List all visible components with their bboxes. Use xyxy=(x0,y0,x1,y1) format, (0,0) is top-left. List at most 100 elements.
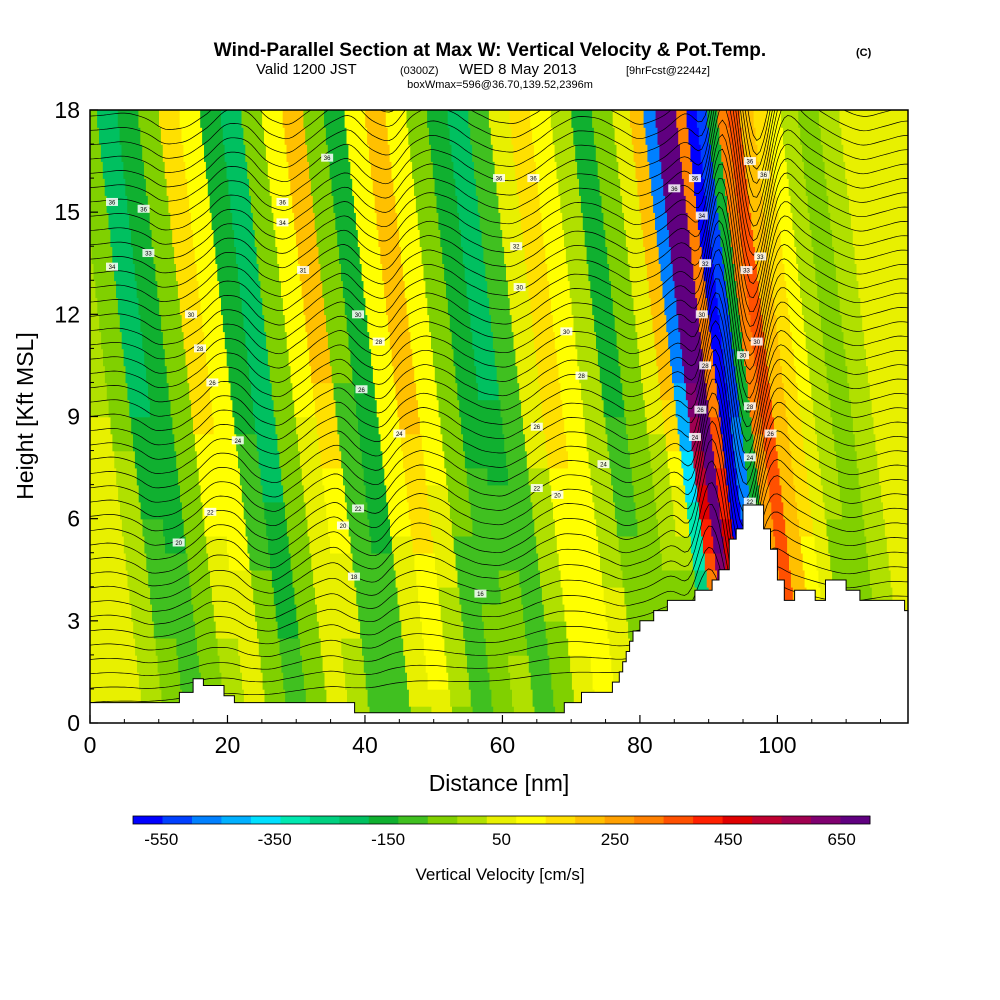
w-cell xyxy=(513,144,535,162)
w-cell xyxy=(90,263,95,282)
w-cell xyxy=(198,467,221,486)
w-cell xyxy=(129,399,151,418)
w-cell xyxy=(279,637,301,656)
w-cell xyxy=(307,331,329,350)
w-cell xyxy=(506,263,528,282)
w-cell xyxy=(245,144,267,162)
theta-label-bg xyxy=(193,344,206,353)
theta-label: 30 xyxy=(560,327,573,336)
w-cell xyxy=(492,144,515,162)
w-cell xyxy=(136,280,159,299)
w-cell xyxy=(90,314,100,333)
w-cell xyxy=(256,246,278,264)
w-cell xyxy=(131,416,153,435)
w-cell xyxy=(504,433,526,452)
w-cell xyxy=(654,484,673,503)
w-cell xyxy=(348,518,371,537)
w-cell xyxy=(622,195,641,213)
w-cell xyxy=(440,229,462,247)
theta-label-bg xyxy=(699,259,712,268)
w-cell xyxy=(705,467,717,486)
w-cell xyxy=(260,654,283,673)
theta-label-text: 36 xyxy=(324,156,331,162)
w-cell xyxy=(179,110,201,128)
w-cell xyxy=(483,433,505,452)
w-cell xyxy=(359,246,382,264)
w-cell xyxy=(316,229,338,247)
theta-label-text: 36 xyxy=(747,160,754,166)
w-cell xyxy=(858,467,880,486)
w-cell xyxy=(123,535,146,554)
w-cell xyxy=(612,297,635,316)
theta-label-text: 36 xyxy=(530,177,537,183)
w-cell xyxy=(554,518,577,537)
w-cell xyxy=(526,263,548,282)
w-cell xyxy=(172,229,194,247)
w-cell xyxy=(689,518,702,537)
valid-utc: (0300Z) xyxy=(400,65,439,77)
w-cell xyxy=(160,127,183,145)
w-cell xyxy=(679,229,691,247)
w-cell xyxy=(213,416,235,435)
colorbar-swatch xyxy=(192,816,222,824)
theta-label-bg xyxy=(740,266,753,275)
w-cell xyxy=(162,331,185,350)
w-cell xyxy=(395,382,417,401)
w-cell xyxy=(133,620,155,639)
w-cell xyxy=(249,178,271,196)
w-cell xyxy=(813,246,835,264)
theta-contour xyxy=(90,248,908,399)
w-cell xyxy=(211,399,234,418)
w-cell xyxy=(759,484,771,503)
theta-label-text: 36 xyxy=(279,200,286,206)
theta-contour xyxy=(90,110,908,198)
w-cell xyxy=(125,178,147,196)
w-cell xyxy=(90,348,104,367)
w-cell xyxy=(90,127,100,145)
w-cell xyxy=(310,178,333,196)
w-cell xyxy=(406,110,428,128)
box-wmax-info: boxWmax=596@36.70,139.52,2396m xyxy=(407,79,593,91)
w-cell xyxy=(376,399,399,418)
w-cell xyxy=(570,654,592,673)
w-cell xyxy=(230,569,253,588)
w-cell xyxy=(226,348,249,367)
w-cell xyxy=(647,144,661,162)
theta-label: 36 xyxy=(321,153,334,162)
w-cell xyxy=(549,654,571,673)
w-cell xyxy=(864,331,908,350)
w-cell xyxy=(474,161,496,179)
w-cell xyxy=(204,518,226,537)
w-cell xyxy=(303,297,325,316)
y-axis: 0 3 6 9 12 15 18 xyxy=(54,97,98,736)
theta-label-text: 30 xyxy=(188,313,195,319)
colorbar-frame xyxy=(132,815,871,825)
w-cell xyxy=(728,484,740,503)
w-cell xyxy=(138,297,160,316)
theta-label-text: 30 xyxy=(516,286,523,292)
w-cell xyxy=(90,535,125,554)
w-cell xyxy=(166,552,189,571)
w-cell xyxy=(337,229,359,247)
w-cell xyxy=(106,382,129,401)
theta-label-text: 36 xyxy=(671,187,678,193)
w-cell xyxy=(822,484,841,503)
w-cell xyxy=(365,297,387,316)
w-cell xyxy=(834,433,856,452)
w-cell xyxy=(331,552,354,571)
w-cell xyxy=(560,195,582,213)
w-cell xyxy=(300,637,322,656)
w-cell xyxy=(680,144,692,162)
w-cell xyxy=(528,280,550,299)
theta-contour xyxy=(90,177,908,327)
x-tick-label: 0 xyxy=(84,732,97,758)
w-cell xyxy=(489,671,511,690)
w-cell xyxy=(811,382,830,401)
w-cell xyxy=(137,654,159,673)
theta-label-bg xyxy=(206,378,219,387)
w-cell xyxy=(339,433,361,452)
w-cell xyxy=(804,569,820,588)
w-cell xyxy=(239,280,262,299)
w-cell xyxy=(356,586,378,605)
y-tick-label: 0 xyxy=(67,710,80,736)
